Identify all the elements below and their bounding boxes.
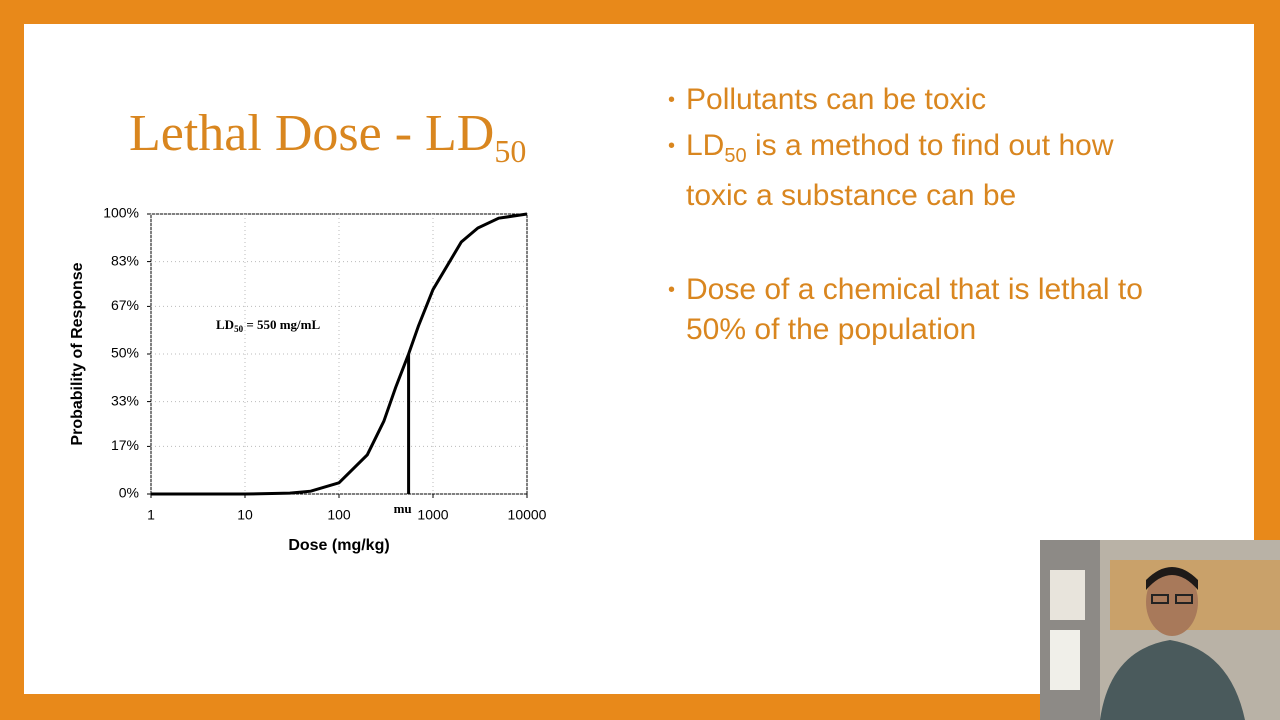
y-tick-label: 17% [111, 437, 139, 453]
x-axis-title: Dose (mg/kg) [288, 537, 389, 554]
y-tick-label: 50% [111, 345, 139, 361]
x-tick-label: 10 [237, 507, 253, 523]
bullet-text: LD [686, 129, 725, 162]
bullet-text: is a method to find out how toxic a subs… [686, 129, 1114, 212]
y-axis-title: Probability of Response [69, 262, 86, 445]
annotation-subscript: 50 [234, 324, 244, 334]
annotation: LD50 = 550 mg/mL [216, 317, 320, 334]
title-subscript: 50 [494, 133, 527, 169]
x-tick-label: 1 [147, 507, 155, 523]
y-tick-label: 83% [111, 252, 139, 268]
bullet: Dose of a chemical that is lethal to 50%… [668, 270, 1168, 350]
bullet: Pollutants can be toxic [668, 80, 1168, 120]
annotation-text: = 550 mg/mL [243, 317, 320, 332]
annotation-text: LD [216, 317, 234, 332]
marker-label: mu [394, 501, 412, 516]
y-tick-label: 33% [111, 392, 139, 408]
curve [151, 212, 528, 496]
slide-title: Lethal Dose - LD50 [129, 104, 526, 170]
x-tick-label: 10000 [508, 507, 547, 523]
bullet-subscript: 50 [724, 145, 747, 167]
title-text: Lethal Dose - LD [129, 105, 495, 162]
bullet: LD50 is a method to find out how toxic a… [668, 126, 1168, 216]
y-tick-label: 67% [111, 297, 139, 313]
bullet-list: Pollutants can be toxic LD50 is a method… [668, 80, 1168, 356]
y-tick-label: 100% [103, 205, 139, 221]
x-tick-label: 100 [327, 507, 351, 523]
webcam-feed [1040, 540, 1280, 720]
y-tick-label: 0% [119, 485, 139, 501]
x-tick-label: 1000 [417, 507, 448, 523]
